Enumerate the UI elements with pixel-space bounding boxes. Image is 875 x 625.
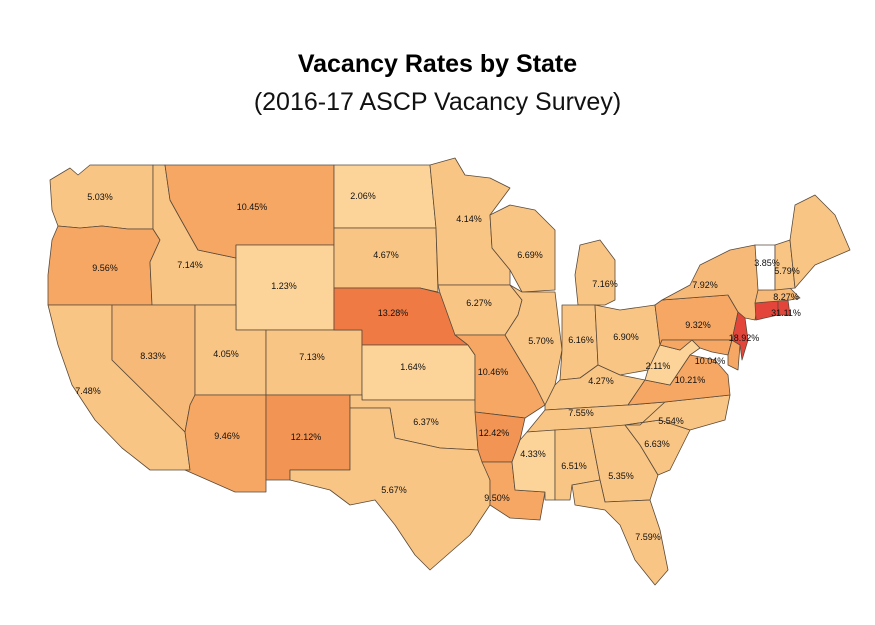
label-ar: 12.42%	[479, 428, 510, 438]
label-id: 7.14%	[177, 260, 203, 270]
label-mt: 10.45%	[237, 202, 268, 212]
label-nj: 18.92%	[729, 333, 760, 343]
label-nh: 5.79%	[774, 266, 800, 276]
label-ca: 7.48%	[75, 386, 101, 396]
label-mi: 7.16%	[592, 279, 618, 289]
label-tx: 5.67%	[381, 485, 407, 495]
state-co	[265, 329, 363, 396]
label-ma: 8.27%	[773, 292, 799, 302]
label-ne: 13.28%	[378, 308, 409, 318]
label-ct: 31.11%	[771, 308, 801, 318]
label-ny: 7.92%	[692, 280, 718, 290]
label-az: 9.46%	[214, 431, 240, 441]
state-tx	[289, 407, 491, 571]
map-subtitle: (2016-17 ASCP Vacancy Survey)	[253, 88, 622, 116]
label-fl: 7.59%	[635, 532, 661, 542]
label-ky: 4.27%	[588, 376, 614, 386]
state-labels: 5.03% 9.56% 7.48% 7.14% 8.33% 10.45% 1.2…	[75, 191, 801, 542]
state-ks	[361, 344, 476, 401]
label-la: 9.50%	[484, 493, 510, 503]
label-in: 6.16%	[568, 335, 594, 345]
label-sd: 4.67%	[373, 250, 399, 260]
state-az	[184, 394, 267, 493]
label-tn: 7.55%	[568, 408, 594, 418]
label-va: 10.21%	[675, 375, 706, 385]
label-sc: 6.63%	[644, 439, 670, 449]
state-il	[504, 284, 563, 406]
label-nv: 8.33%	[140, 351, 166, 361]
label-md: 10.04%	[695, 356, 726, 366]
label-mn: 4.14%	[456, 214, 482, 224]
label-wi: 6.69%	[517, 250, 543, 260]
label-wv: 2.11%	[646, 361, 671, 371]
state-nj	[731, 311, 749, 361]
label-wa: 5.03%	[87, 192, 113, 202]
label-or: 9.56%	[92, 263, 118, 273]
label-al: 6.51%	[561, 461, 587, 471]
state-wi	[489, 204, 556, 293]
label-ia: 6.27%	[466, 298, 492, 308]
label-nc: 5.54%	[658, 416, 684, 426]
label-mo: 10.46%	[478, 367, 509, 377]
label-il: 5.70%	[528, 336, 554, 346]
label-pa: 9.32%	[685, 320, 711, 330]
label-vt: 3.85%	[754, 258, 780, 268]
label-ks: 1.64%	[400, 362, 426, 372]
label-nd: 2.06%	[350, 191, 376, 201]
label-ms: 4.33%	[520, 449, 546, 459]
state-mi	[574, 239, 616, 306]
label-ga: 5.35%	[608, 471, 634, 481]
label-wy: 1.23%	[271, 281, 297, 291]
state-sd	[333, 227, 439, 293]
label-ok: 6.37%	[413, 417, 439, 427]
label-co: 7.13%	[299, 352, 325, 362]
state-shapes	[47, 157, 851, 586]
label-oh: 6.90%	[613, 332, 639, 342]
label-nm: 12.12%	[291, 432, 322, 442]
state-fl	[571, 479, 669, 586]
label-ut: 4.05%	[213, 349, 239, 359]
state-me	[789, 194, 851, 289]
map-title: Vacancy Rates by State	[297, 50, 578, 78]
